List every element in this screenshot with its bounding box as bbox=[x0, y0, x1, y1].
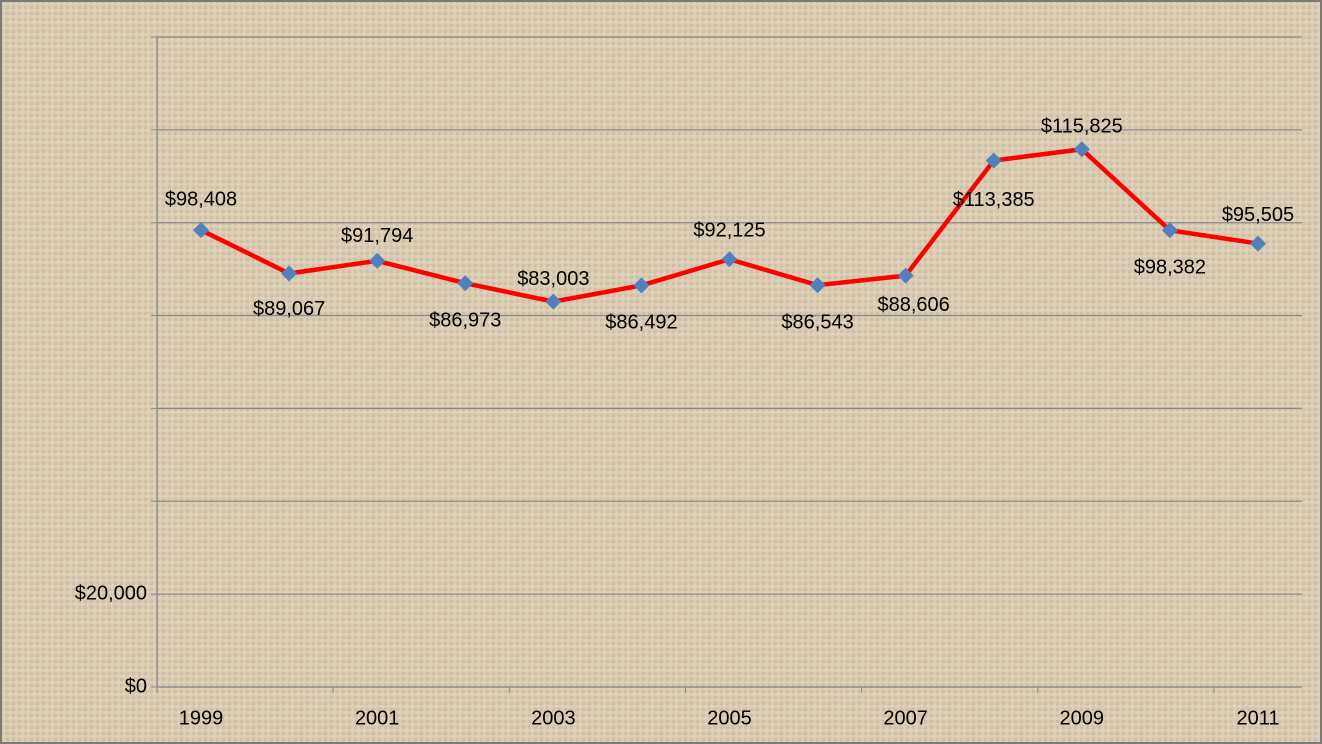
x-tick-label: 2003 bbox=[531, 707, 576, 729]
marker bbox=[545, 293, 562, 310]
x-tick-label: 2009 bbox=[1060, 707, 1105, 729]
marker bbox=[457, 275, 474, 292]
x-tick-label: 2007 bbox=[883, 707, 928, 729]
x-tick-label: 1999 bbox=[179, 707, 224, 729]
y-tick-label: $20,000 bbox=[75, 582, 147, 604]
data-label: $92,125 bbox=[693, 220, 765, 242]
data-label: $95,505 bbox=[1222, 204, 1294, 226]
data-label: $86,973 bbox=[429, 309, 501, 331]
data-label: $86,543 bbox=[781, 311, 853, 333]
x-tick-label: 2001 bbox=[355, 707, 400, 729]
data-label: $86,492 bbox=[605, 312, 677, 334]
marker bbox=[985, 152, 1002, 169]
marker bbox=[1073, 141, 1090, 158]
marker bbox=[369, 252, 386, 269]
y-tick-label: $0 bbox=[125, 675, 147, 697]
marker bbox=[1161, 222, 1178, 239]
marker bbox=[897, 267, 914, 284]
marker bbox=[281, 265, 298, 282]
data-label: $88,606 bbox=[878, 294, 950, 316]
data-label: $91,794 bbox=[341, 225, 413, 247]
x-tick-label: 2011 bbox=[1236, 707, 1279, 729]
marker bbox=[633, 277, 650, 294]
data-label: $83,003 bbox=[517, 268, 589, 290]
data-label: $113,385 bbox=[953, 189, 1035, 211]
marker bbox=[1249, 235, 1266, 252]
marker bbox=[721, 251, 738, 268]
data-label: $98,408 bbox=[165, 188, 237, 210]
x-tick-label: 2005 bbox=[707, 707, 752, 729]
data-label: $89,067 bbox=[253, 298, 325, 320]
marker bbox=[193, 222, 210, 239]
data-label: $98,382 bbox=[1134, 257, 1206, 279]
marker bbox=[809, 277, 826, 294]
data-label: $115,825 bbox=[1041, 116, 1123, 138]
